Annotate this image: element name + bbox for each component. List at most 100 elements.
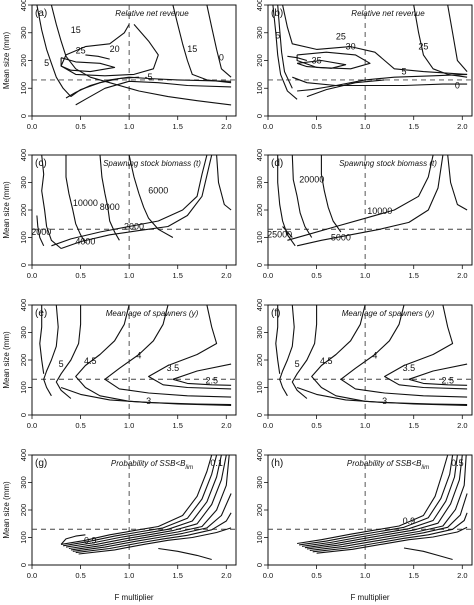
contour-lines: 0.5 0.9 [297,455,468,561]
y-tick-label: 300 [19,476,28,489]
panel-frame [267,454,473,566]
contour-label: 30 [346,41,356,51]
contour-lines: 5 4.5 4 3.5 2.5 3 [39,305,232,406]
contour-lines: 0.9 0.1 [60,455,232,561]
panel-letter: (a) [35,8,47,19]
contour-line [272,5,298,100]
contour-line [60,386,232,406]
contour-line [36,5,72,97]
y-tick-label: 100 [19,82,28,95]
contour-line [75,512,232,554]
x-tick-label: 0.5 [75,571,85,580]
contour-line [78,527,232,555]
x-tick-label: 1.5 [172,122,182,131]
y-tick-label: 0 [19,114,28,118]
y-tick-label: 300 [255,26,264,39]
panel-frame [31,4,237,117]
panel-letter: (b) [271,8,283,19]
contour-line [320,155,342,233]
contour-line [68,455,227,550]
x-tick-label: 0.0 [263,421,273,430]
y-tick-label: 400 [19,0,28,11]
x-tick-label: 1.5 [172,571,182,580]
contour-label: 25 [76,46,86,56]
contour-line [408,363,468,386]
x-tick-label: 1.5 [172,421,182,430]
contour-label: 2.5 [205,375,218,385]
x-tick-label: 1.0 [124,122,134,131]
contour-line [128,155,174,238]
x-axis-title-right: F multiplier [350,593,389,602]
panel-title: Mean age of spawners (y) [342,309,435,318]
x-tick-label: 1.0 [360,421,370,430]
x-axis-title-left: F multiplier [114,593,153,602]
x-tick-label: 1.5 [408,571,418,580]
y-tick-label: 400 [19,449,28,462]
panel-e: 5 4.5 4 3.5 2.5 3 0.0 0.5 1.0 1.5 2.0 0 100 200 300 400… [19,299,237,430]
panel-title: Relative net revenue [115,9,189,18]
contour-label: 0.1 [210,458,223,468]
contour-line [447,5,468,72]
contour-line [296,59,347,69]
contour-label: 25 [336,32,346,42]
contour-line [282,5,468,75]
contour-line [279,305,295,397]
x-tick-label: 0.5 [75,122,85,131]
contour-line [296,155,444,247]
contour-label: 5 [44,58,49,68]
panel-letter: (f) [271,308,280,319]
contour-label: 0.5 [451,458,464,468]
y-tick-label: 0 [19,263,28,267]
contour-line [99,155,120,241]
contour-line [277,155,296,247]
x-tick-label: 1.5 [408,122,418,131]
y-axis-title-row-4: Mean size (mm) [2,481,11,539]
contour-line [306,79,385,98]
contour-line [148,305,232,390]
contour-label: 4 [136,351,141,361]
y-tick-label: 200 [19,204,28,217]
panel-title-subscript: lim [421,465,429,471]
x-tick-label: 1.0 [360,271,370,280]
contour-lines: 5 15 20 25 15 0 -5 [36,5,232,106]
contour-label: 3 [382,396,387,406]
y-tick-label: 200 [255,54,264,67]
contour-line [291,155,313,238]
contour-line [65,155,86,244]
contour-label: 3.5 [403,363,416,373]
panel-title: Probability of SSB<Blim [111,459,193,471]
contour-line [282,226,293,238]
contour-label: 15 [71,25,81,35]
panel-h: 0.5 0.9 0.0 0.5 1.0 1.5 2.0 0 100 200 300 400 (h) Pro… [255,449,473,580]
contour-line [39,305,45,374]
x-tick-label: 0.5 [311,571,321,580]
y-tick-label: 400 [19,149,28,162]
x-tick-label: 0.0 [263,122,273,131]
contour-label: 10000 [73,198,98,208]
contour-line [104,305,232,398]
contour-line [292,76,468,87]
contour-line [206,5,232,78]
contour-line [158,547,212,561]
contour-line [36,215,45,247]
contour-line [70,76,139,98]
contour-line [340,305,468,398]
contour-label: 35 [312,55,322,65]
contour-line [75,80,232,106]
x-tick-label: 1.5 [408,421,418,430]
x-tick-label: 1.0 [124,421,134,430]
contour-line [312,512,468,553]
y-tick-label: 0 [19,563,28,567]
contour-line [296,386,468,406]
contour-label: 15 [187,44,197,54]
contour-line [60,534,86,545]
contour-line [301,455,458,547]
contour-line [63,455,218,547]
x-tick-label: 0.5 [311,122,321,131]
contour-line [297,455,449,545]
x-tick-label: 0.5 [311,271,321,280]
